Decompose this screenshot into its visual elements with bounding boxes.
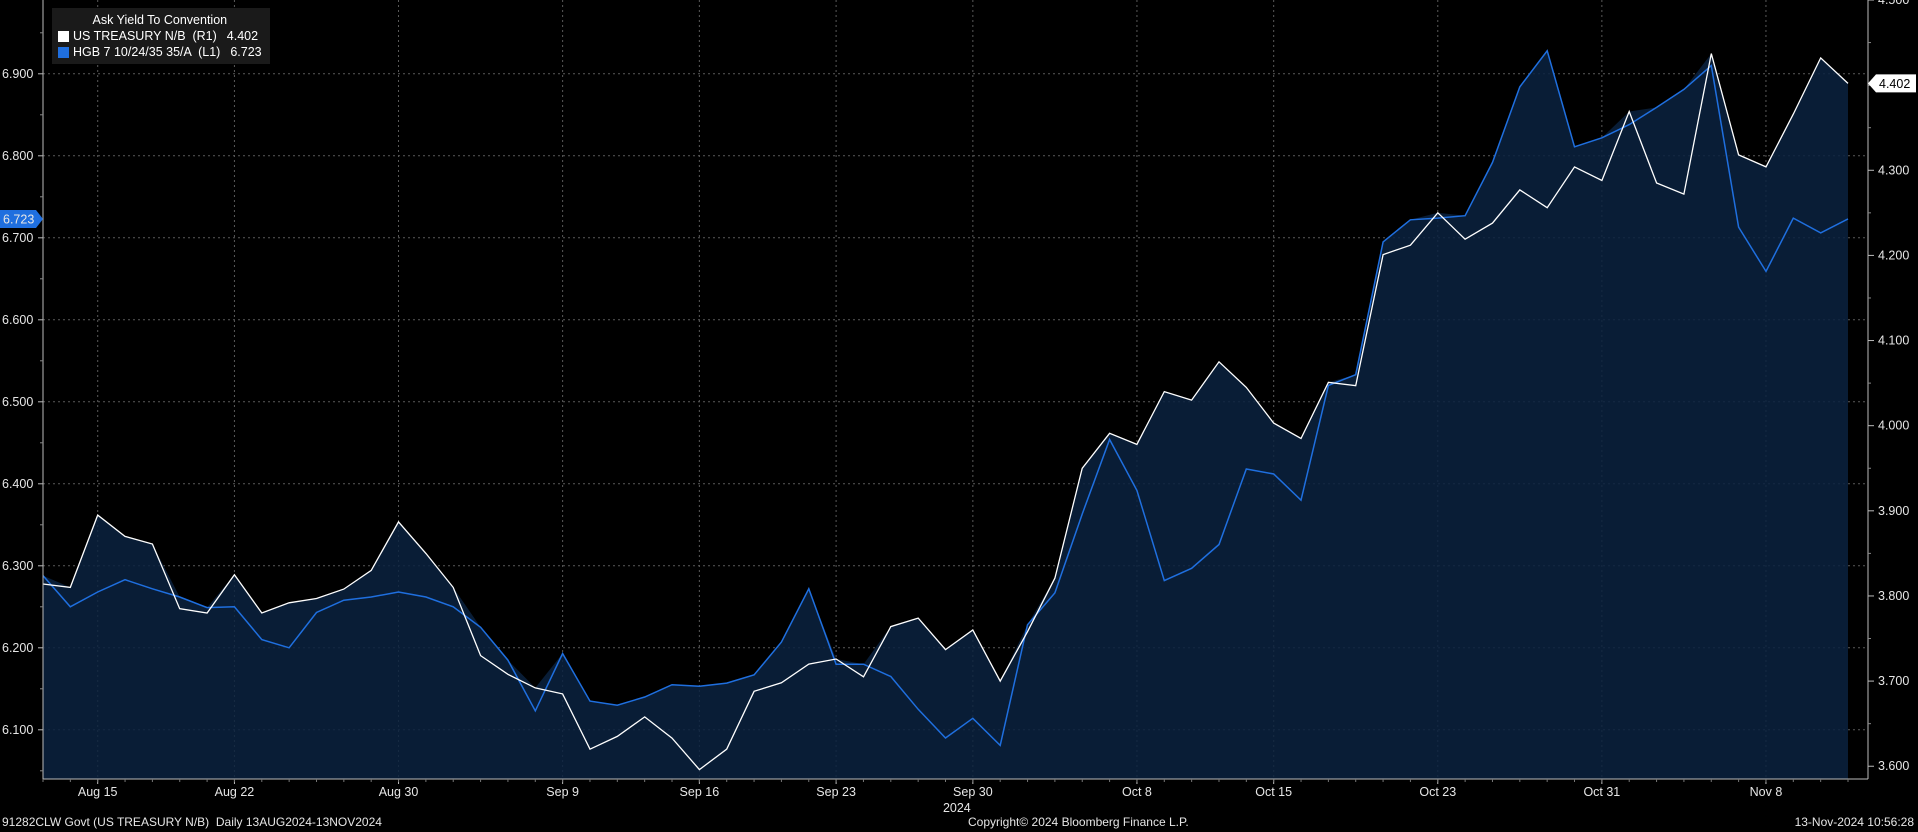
right-tick-label: 4.000 — [1878, 419, 1909, 433]
right-axis-ticks: 3.600 3.700 3.800 3.900 4.000 4.100 4.200 4.300… — [1868, 0, 1909, 773]
right-tick-label: 4.100 — [1878, 334, 1909, 348]
x-tick-label: Sep 30 — [953, 785, 993, 799]
right-last-value-text: 4.402 — [1879, 77, 1910, 91]
legend-value-us-treasury: 4.402 — [226, 29, 259, 43]
legend-title: Ask Yield To Convention — [92, 13, 228, 27]
left-tick-label: 6.100 — [2, 723, 33, 737]
right-tick-label: 3.600 — [1878, 759, 1909, 773]
legend-swatch-us-treasury — [58, 30, 69, 42]
right-tick-label: 3.800 — [1878, 589, 1909, 603]
left-last-value-badge — [0, 209, 43, 228]
x-tick-label: Sep 9 — [546, 785, 579, 799]
left-tick-label: 6.200 — [2, 641, 33, 655]
legend-entry-us-treasury: US TREASURY N/B (R1) 4.402 — [58, 28, 262, 44]
left-tick-label: 6.800 — [2, 149, 33, 163]
x-tick-label: Aug 30 — [379, 785, 419, 799]
legend-entry-hgb: HGB 7 10/24/35 35/A (L1) 6.723 — [58, 44, 262, 60]
left-tick-label: 6.300 — [2, 559, 33, 573]
x-tick-label: Oct 23 — [1419, 785, 1456, 799]
right-last-value-badge — [1868, 74, 1916, 93]
x-year-label: 2024 — [943, 801, 971, 815]
x-tick-label: Oct 8 — [1122, 785, 1152, 799]
x-tick-label: Oct 15 — [1255, 785, 1292, 799]
x-tick-label: Sep 16 — [680, 785, 720, 799]
right-tick-label: 3.900 — [1878, 504, 1909, 518]
axes — [42, 0, 1869, 780]
series-line-hgb — [42, 49, 1849, 747]
left-tick-label: 6.700 — [2, 231, 33, 245]
legend-swatch-hgb — [58, 46, 69, 58]
chart-legend: Ask Yield To Convention US TREASURY N/B … — [52, 8, 270, 64]
footer-security-info: 91282CLW Govt (US TREASURY N/B) Daily 13… — [2, 815, 382, 829]
x-tick-label: Oct 31 — [1583, 785, 1620, 799]
footer-timestamp: 13-Nov-2024 10:56:28 — [1794, 815, 1914, 829]
left-tick-label: 6.600 — [2, 313, 33, 327]
right-tick-label: 4.300 — [1878, 163, 1909, 177]
left-tick-label: 6.400 — [2, 477, 33, 491]
footer-copyright: Copyright© 2024 Bloomberg Finance L.P. — [968, 815, 1189, 829]
left-axis-ticks: 6.100 6.200 6.300 6.400 6.500 6.600 6.700 6.800… — [2, 32, 43, 772]
left-tick-label: 6.500 — [2, 395, 33, 409]
right-tick-label: 4.500 — [1878, 0, 1909, 7]
x-axis-ticks: Aug 15 Aug 22 Aug 30 Sep 9 Sep 16 Sep 23 Sep 3… — [42, 779, 1849, 815]
right-tick-label: 4.200 — [1878, 248, 1909, 262]
area-fill — [43, 50, 1848, 780]
x-tick-label: Nov 8 — [1750, 785, 1783, 799]
left-tick-label: 6.900 — [2, 67, 33, 81]
x-tick-label: Aug 15 — [78, 785, 118, 799]
x-tick-label: Sep 23 — [816, 785, 856, 799]
series-line-us-treasury — [42, 53, 1849, 771]
legend-label-hgb: HGB 7 10/24/35 35/A (L1) — [73, 45, 221, 59]
legend-value-hgb: 6.723 — [230, 45, 262, 59]
legend-label-us-treasury: US TREASURY N/B (R1) — [73, 29, 217, 43]
left-last-value-text: 6.723 — [3, 212, 34, 226]
right-tick-label: 3.700 — [1878, 674, 1909, 688]
last-value-badges: 6.723 4.402 — [0, 74, 1916, 228]
x-tick-label: Aug 22 — [215, 785, 255, 799]
